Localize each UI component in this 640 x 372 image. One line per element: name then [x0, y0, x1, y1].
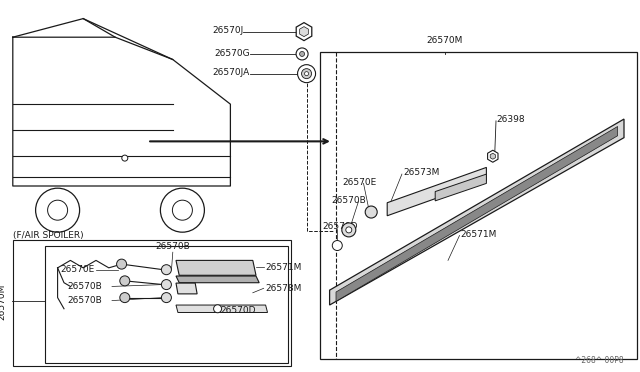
Polygon shape [490, 153, 495, 159]
Text: 26570B: 26570B [67, 282, 102, 291]
Text: 26570E: 26570E [61, 265, 95, 274]
Text: 26571M: 26571M [266, 263, 302, 272]
Circle shape [346, 227, 352, 233]
Text: 26571M: 26571M [461, 230, 497, 239]
Circle shape [161, 265, 172, 275]
Polygon shape [435, 174, 486, 201]
Text: 26578M: 26578M [266, 284, 302, 293]
Circle shape [161, 188, 204, 232]
Text: 26570B: 26570B [67, 296, 102, 305]
Polygon shape [176, 283, 197, 294]
Circle shape [300, 51, 305, 57]
Text: ^268^ 00P8: ^268^ 00P8 [575, 356, 624, 365]
Circle shape [298, 65, 316, 83]
Text: (F/AIR SPOILER): (F/AIR SPOILER) [13, 231, 83, 240]
Polygon shape [488, 150, 498, 162]
Text: 26570JA: 26570JA [212, 68, 250, 77]
Bar [13, 240, 291, 366]
Polygon shape [176, 260, 256, 275]
Circle shape [214, 305, 221, 313]
Text: 26570B: 26570B [332, 196, 366, 205]
Polygon shape [336, 126, 618, 301]
Circle shape [365, 206, 377, 218]
Bar [320, 52, 637, 359]
Circle shape [116, 259, 127, 269]
Polygon shape [296, 23, 312, 41]
Text: 26573M: 26573M [403, 169, 440, 177]
Text: 26398: 26398 [496, 115, 525, 124]
Circle shape [47, 200, 68, 220]
Polygon shape [176, 305, 268, 312]
Polygon shape [300, 27, 308, 36]
Circle shape [161, 293, 172, 302]
Text: 26570G: 26570G [214, 49, 250, 58]
Text: 26570D: 26570D [221, 306, 256, 315]
Circle shape [172, 200, 193, 220]
Circle shape [120, 276, 130, 286]
Circle shape [36, 188, 79, 232]
Circle shape [120, 293, 130, 302]
Circle shape [161, 280, 172, 289]
Bar [45, 246, 288, 363]
Circle shape [301, 69, 312, 78]
Text: 26570D: 26570D [322, 222, 357, 231]
Circle shape [342, 223, 356, 237]
Circle shape [332, 241, 342, 250]
Circle shape [305, 72, 308, 76]
Polygon shape [330, 119, 624, 305]
Text: 26570B: 26570B [156, 242, 190, 251]
Circle shape [296, 48, 308, 60]
Polygon shape [176, 276, 259, 283]
Text: 26570M: 26570M [0, 283, 6, 320]
Text: 26570M: 26570M [427, 36, 463, 45]
Text: 26570E: 26570E [342, 178, 377, 187]
Polygon shape [387, 167, 486, 216]
Text: 26570J: 26570J [212, 26, 243, 35]
Circle shape [122, 155, 128, 161]
